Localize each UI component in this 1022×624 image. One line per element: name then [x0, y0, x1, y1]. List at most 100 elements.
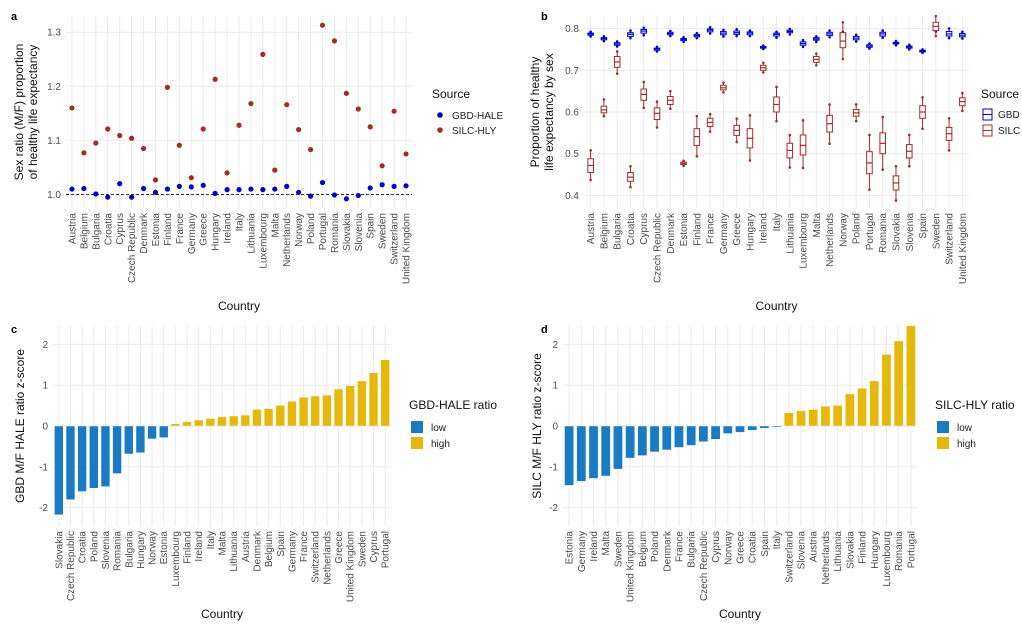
x-tick-label: Romania [878, 213, 889, 253]
box-max-point [761, 44, 765, 47]
legend-label: high [431, 439, 450, 450]
box-max-point [589, 149, 592, 152]
bar-high [357, 381, 367, 426]
box-gbd [706, 25, 714, 35]
x-tick-label: Spain [760, 531, 771, 557]
data-point [272, 167, 278, 173]
x-tick-label: Romania [113, 531, 124, 571]
box-max-point [934, 14, 938, 18]
box-min-point [934, 34, 938, 38]
box-max-point [775, 85, 778, 89]
bar-high [796, 410, 806, 426]
box-gbd [892, 39, 900, 47]
x-tick-label: Malta [812, 213, 823, 238]
x-tick-label: United Kingdom [346, 531, 357, 602]
box-min-point [961, 109, 964, 113]
box-min-point [655, 50, 659, 53]
box-min-point [947, 36, 951, 40]
y-axis-title-line: Sex ratio (M/F) proportion [12, 44, 26, 181]
data-point [200, 182, 206, 188]
box-min-point [894, 43, 898, 47]
box-gbd [826, 29, 833, 39]
x-axis-title: Country [719, 607, 761, 621]
box-min-point [761, 71, 765, 74]
box-max-point [947, 27, 951, 30]
data-point [105, 194, 111, 200]
x-tick-label: Portugal [906, 531, 917, 568]
data-point [188, 184, 194, 190]
box-max-point [682, 159, 685, 163]
data-point [248, 186, 254, 192]
x-tick-label: Greece [732, 213, 743, 246]
y-axis-title: GBD M/F HALE ratio z-score [13, 349, 27, 503]
box-silc [799, 119, 807, 170]
box-max-point [668, 89, 672, 93]
legend-key [411, 437, 423, 449]
box-max-point [775, 30, 778, 34]
y-tick-label: 0.7 [565, 66, 579, 77]
box-max-point [642, 80, 646, 84]
x-tick-label: Slovenia [354, 213, 365, 252]
bar-high [369, 372, 378, 426]
x-tick-label: Finland [163, 213, 174, 246]
panel-b: b 0.4 0.5 0.6 0.7 0.8 Austria Belgium Bulgaria Cr… [528, 11, 1020, 313]
bar-low [112, 426, 122, 474]
box-silc [945, 116, 953, 152]
x-tick-label: Switzerland [390, 213, 401, 265]
legend-title: Source [981, 87, 1019, 101]
box-max-point [602, 98, 606, 101]
data-point [319, 22, 326, 28]
x-tick-label: Slovenia [797, 531, 808, 570]
box-max-point [854, 33, 858, 37]
y-axis-title: Proportion of healthylife expectancy by … [528, 53, 556, 170]
x-tick-label: Croatia [103, 213, 114, 246]
x-tick-label: Malta [270, 213, 281, 238]
box-max-point [907, 133, 911, 137]
data-point [319, 179, 326, 186]
x-tick-label: United Kingdom [958, 213, 969, 284]
box-min-point [801, 166, 805, 170]
box-gbd [945, 27, 953, 40]
box-silc [693, 114, 701, 158]
bar-low [89, 426, 98, 489]
bar-high [857, 388, 867, 426]
bar-high [869, 381, 879, 426]
box-max-point [921, 48, 924, 51]
x-tick-label: France [674, 531, 685, 563]
box-gbd [680, 35, 687, 44]
box-gbd [759, 44, 767, 51]
data-point [224, 187, 230, 193]
y-tick-label: 0.4 [565, 191, 579, 202]
x-tick-label: Sweden [357, 531, 368, 567]
x-tick-label: Finland [858, 531, 869, 564]
bars [564, 326, 916, 486]
bar-high [845, 394, 855, 426]
box-min-point [708, 32, 712, 35]
box-min-point [788, 33, 792, 36]
data-point [176, 183, 182, 189]
box-silc [905, 133, 913, 168]
box-silc [813, 52, 820, 67]
box-max-point [894, 164, 898, 168]
box-min-point [615, 45, 619, 48]
data-point [296, 189, 302, 195]
box-silc [627, 164, 634, 189]
box-silc [640, 80, 648, 110]
x-tick-label: Denmark [252, 530, 263, 572]
panel-c: c -2 -1 0 1 2 Slovakia Czech Republic Croatia Pol… [11, 324, 497, 621]
box-min-point [815, 63, 818, 67]
x-tick-label: Ireland [223, 213, 234, 244]
box-min-point [841, 57, 845, 61]
x-tick-label: Ireland [589, 531, 600, 562]
data-point [296, 126, 302, 133]
box-min-point [748, 159, 752, 162]
box-gbd [879, 29, 886, 40]
bar-low [576, 426, 586, 482]
box-max-point [881, 29, 885, 32]
data-point [129, 135, 135, 141]
x-tick-label: Spain [918, 213, 929, 239]
box-max-point [815, 35, 818, 38]
x-tick-label: Estonia [679, 213, 690, 247]
box-silc [706, 112, 714, 133]
y-tick-label: 1 [42, 381, 48, 392]
